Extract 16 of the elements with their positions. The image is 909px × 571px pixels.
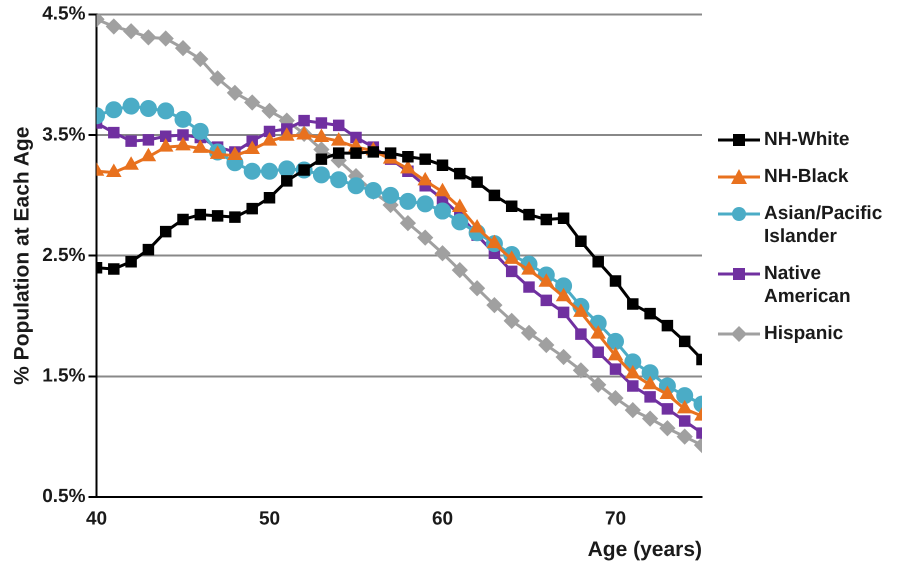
y-tick-label: 1.5% [42,366,86,387]
legend-label: Native American [764,262,852,308]
legend-label: Asian/Pacific Islander [764,202,884,248]
x-tick-label: 50 [258,508,280,530]
y-axis-title: % Population at Each Age [10,126,34,385]
y-tick-label: 0.5% [42,486,86,508]
x-tick-label: 40 [86,508,108,530]
legend-label: NH-Black [764,165,848,188]
y-tick-label: 2.5% [42,244,86,266]
y-tick-label: 3.5% [42,124,86,146]
x-axis-title: Age (years) [588,538,702,562]
legend-label: NH-White [764,128,850,151]
legend-label: Hispanic [764,322,844,345]
x-tick-label: 70 [604,508,626,530]
y-tick-label: 4.5% [42,4,86,25]
x-tick-label: 60 [432,508,454,530]
